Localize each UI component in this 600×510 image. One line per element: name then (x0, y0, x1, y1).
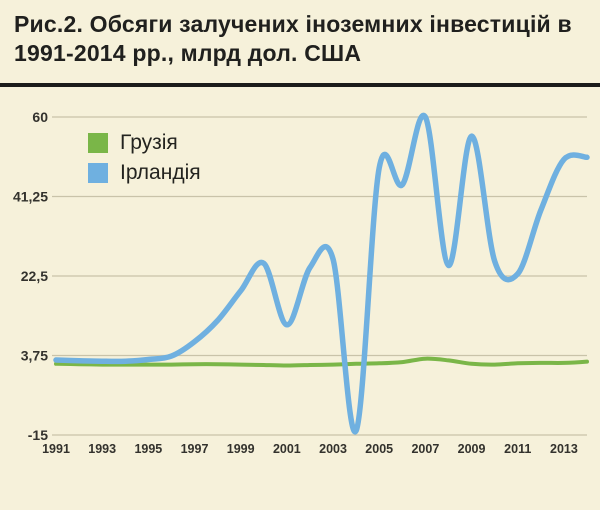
ireland-label: Ірландія (120, 160, 201, 184)
y-axis-tick-label: 22,5 (21, 268, 48, 284)
x-axis-tick-label: 2007 (411, 442, 439, 456)
x-axis-tick-label: 1993 (88, 442, 116, 456)
x-axis-tick-label: 1997 (181, 442, 209, 456)
x-axis-tick-label: 2013 (550, 442, 578, 456)
x-axis-tick-label: 2009 (458, 442, 486, 456)
series-line-ireland (53, 112, 590, 435)
georgia-swatch (88, 132, 108, 153)
x-axis-tick-label: 2005 (365, 442, 393, 456)
series-line-georgia (54, 356, 589, 368)
y-axis-tick-label: 41,25 (13, 188, 48, 204)
georgia-label: Грузія (120, 130, 178, 154)
chart-header: Рис.2. Обсяги залучених іноземних інвест… (0, 0, 600, 77)
chart-area: Грузія Ірландія 60 41,25 22,5 3,75 -15 1991 19… (0, 87, 600, 475)
y-axis-tick-label: 60 (32, 109, 48, 125)
chart-legend: Грузія Ірландія (88, 131, 201, 185)
ireland-swatch (88, 162, 108, 183)
x-axis-tick-label: 2001 (273, 442, 301, 456)
x-axis-tick-label: 2011 (504, 442, 531, 456)
legend-item-georgia: Грузія (88, 131, 201, 155)
header-divider (0, 82, 600, 87)
y-axis-tick-label: -15 (28, 427, 48, 443)
chart-title: Рис.2. Обсяги залучених іноземних інвест… (14, 11, 572, 67)
legend-item-ireland: Ірландія (88, 161, 201, 185)
x-axis-tick-label: 1991 (42, 442, 70, 456)
x-axis-tick-label: 1999 (227, 442, 255, 456)
x-axis-tick-label: 1995 (134, 442, 162, 456)
x-axis-tick-label: 2003 (319, 442, 347, 456)
y-axis-tick-label: 3,75 (21, 347, 48, 363)
